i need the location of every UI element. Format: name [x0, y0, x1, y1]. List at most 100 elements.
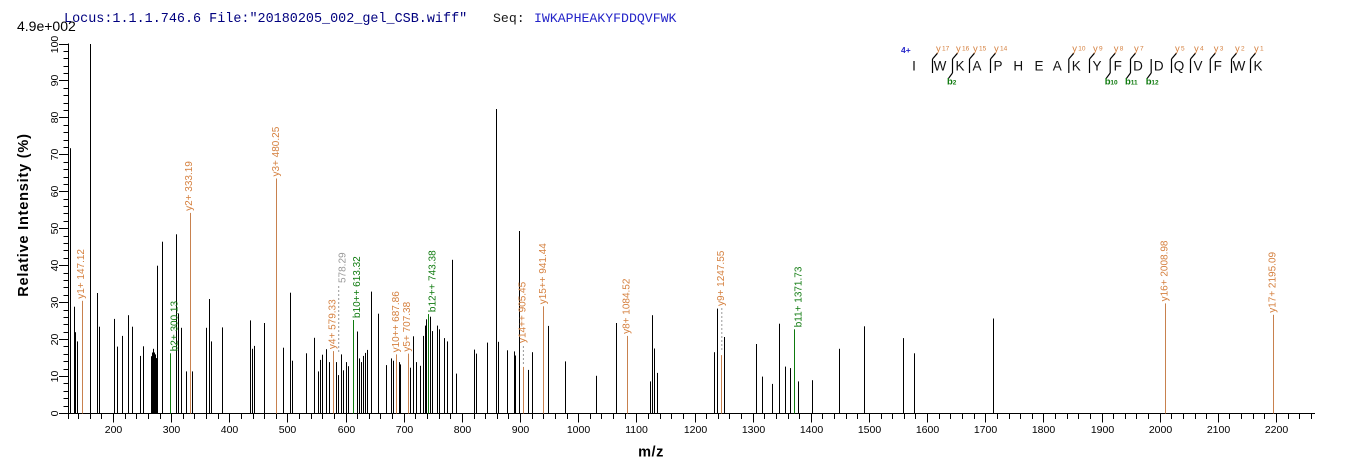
svg-text:14: 14: [1000, 46, 1008, 53]
svg-text:Y: Y: [1092, 59, 1101, 74]
svg-text:I: I: [912, 59, 916, 74]
svg-text:y15++ 941.44: y15++ 941.44: [538, 243, 549, 305]
svg-text:b2+ 300.13: b2+ 300.13: [170, 301, 181, 352]
svg-text:9: 9: [1099, 46, 1103, 53]
svg-text:4.9e+002: 4.9e+002: [17, 18, 76, 34]
svg-text:D: D: [1154, 59, 1164, 74]
svg-text:800: 800: [454, 424, 472, 436]
svg-text:1000: 1000: [567, 424, 591, 436]
svg-text:b12++ 743.38: b12++ 743.38: [427, 250, 438, 312]
svg-text:7: 7: [1140, 46, 1144, 53]
svg-text:F: F: [1214, 59, 1222, 74]
svg-text:y3+ 480.25: y3+ 480.25: [271, 126, 282, 176]
svg-text:300: 300: [163, 424, 181, 436]
svg-text:2000: 2000: [1149, 424, 1173, 436]
svg-text:IWKAPHEAKYFDDQVFWK: IWKAPHEAKYFDDQVFWK: [534, 11, 677, 26]
svg-text:2200: 2200: [1265, 424, 1289, 436]
svg-text:1300: 1300: [742, 424, 766, 436]
svg-text:20: 20: [49, 334, 61, 346]
svg-text:100: 100: [49, 36, 61, 54]
svg-text:80: 80: [49, 112, 61, 124]
svg-text:8: 8: [1120, 46, 1124, 53]
svg-text:15: 15: [979, 46, 987, 53]
svg-text:60: 60: [49, 186, 61, 198]
svg-text:V: V: [1193, 59, 1202, 74]
svg-text:y: y: [1175, 43, 1180, 54]
svg-text:700: 700: [396, 424, 414, 436]
svg-text:Relative Intensity (%): Relative Intensity (%): [16, 133, 32, 296]
svg-text:y16+ 2008.98: y16+ 2008.98: [1160, 240, 1171, 301]
svg-text:4: 4: [1200, 46, 1204, 53]
svg-text:y9+ 1247.55: y9+ 1247.55: [716, 250, 727, 306]
svg-text:1200: 1200: [684, 424, 708, 436]
svg-text:y: y: [1235, 43, 1240, 54]
svg-text:1400: 1400: [800, 424, 824, 436]
svg-text:W: W: [934, 59, 947, 74]
svg-text:200: 200: [105, 424, 123, 436]
svg-text:b: b: [1105, 77, 1111, 88]
svg-text:A: A: [1053, 59, 1062, 74]
svg-text:600: 600: [338, 424, 356, 436]
svg-text:b: b: [1125, 77, 1131, 88]
svg-text:50: 50: [49, 223, 61, 235]
svg-text:y14++ 905.45: y14++ 905.45: [517, 281, 528, 343]
svg-text:10: 10: [49, 371, 61, 383]
svg-text:y: y: [936, 43, 941, 54]
svg-text:P: P: [993, 59, 1002, 74]
svg-text:400: 400: [221, 424, 239, 436]
svg-text:17: 17: [942, 46, 950, 53]
svg-text:Q: Q: [1174, 59, 1185, 74]
svg-text:y1+ 147.12: y1+ 147.12: [76, 249, 87, 299]
svg-text:5: 5: [1181, 46, 1185, 53]
svg-text:E: E: [1034, 59, 1043, 74]
svg-text:y: y: [956, 43, 961, 54]
svg-text:y5+ 707.38: y5+ 707.38: [402, 301, 413, 351]
svg-text:y: y: [1072, 43, 1077, 54]
svg-text:b: b: [1146, 77, 1152, 88]
svg-text:10: 10: [1110, 80, 1118, 87]
svg-text:1500: 1500: [858, 424, 882, 436]
svg-text:y: y: [1134, 43, 1139, 54]
svg-text:4+: 4+: [901, 45, 911, 55]
svg-text:0: 0: [49, 410, 61, 416]
svg-text:1600: 1600: [916, 424, 940, 436]
svg-text:2100: 2100: [1207, 424, 1231, 436]
svg-text:y: y: [1093, 43, 1098, 54]
svg-text:y10++ 687.86: y10++ 687.86: [391, 291, 402, 353]
svg-text:K: K: [955, 59, 964, 74]
svg-text:12: 12: [1151, 80, 1159, 87]
svg-text:40: 40: [49, 260, 61, 272]
svg-text:y: y: [1214, 43, 1219, 54]
svg-text:D: D: [1133, 59, 1143, 74]
svg-text:b11+ 1371.73: b11+ 1371.73: [793, 266, 804, 327]
svg-text:2: 2: [953, 80, 957, 87]
svg-text:b: b: [947, 77, 953, 88]
svg-text:m/z: m/z: [638, 445, 664, 461]
svg-text:1: 1: [1260, 46, 1264, 53]
svg-text:1900: 1900: [1091, 424, 1115, 436]
svg-text:F: F: [1114, 59, 1122, 74]
svg-text:Seq:: Seq:: [493, 11, 525, 26]
svg-text:K: K: [1253, 59, 1262, 74]
svg-text:y17+ 2195.09: y17+ 2195.09: [1268, 251, 1279, 312]
svg-text:70: 70: [49, 149, 61, 161]
svg-text:y: y: [1254, 43, 1259, 54]
svg-text:10: 10: [1078, 46, 1086, 53]
svg-text:A: A: [972, 59, 981, 74]
svg-text:2: 2: [1241, 46, 1245, 53]
svg-text:y8+ 1084.52: y8+ 1084.52: [622, 278, 633, 334]
svg-text:900: 900: [512, 424, 530, 436]
svg-text:578.29: 578.29: [338, 252, 349, 283]
svg-text:b10++ 613.32: b10++ 613.32: [352, 256, 363, 318]
svg-text:y4+ 579.33: y4+ 579.33: [327, 299, 338, 349]
svg-text:K: K: [1072, 59, 1081, 74]
svg-text:30: 30: [49, 297, 61, 309]
svg-text:y: y: [1114, 43, 1119, 54]
svg-text:y2+ 333.19: y2+ 333.19: [184, 161, 195, 211]
svg-text:90: 90: [49, 75, 61, 87]
svg-text:1700: 1700: [974, 424, 998, 436]
svg-text:y: y: [973, 43, 978, 54]
svg-text:16: 16: [962, 46, 970, 53]
svg-text:1800: 1800: [1032, 424, 1056, 436]
svg-text:y: y: [994, 43, 999, 54]
